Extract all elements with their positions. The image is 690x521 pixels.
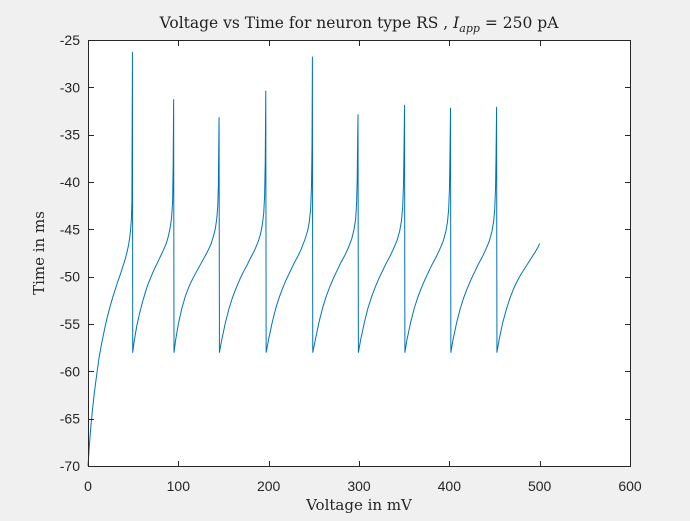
x-tick-label: 200 [257,478,281,494]
x-axis-label: Voltage in mV [305,496,413,514]
y-tick-label: -30 [60,79,80,95]
plot-layer [87,51,541,467]
x-tick-label: 0 [84,478,92,494]
y-axis-label: Time in ms [30,211,48,295]
y-tick-label: -25 [60,32,80,48]
chart-title-variable: I [452,14,460,32]
x-tick-label: 300 [347,478,371,494]
y-tick-label: -35 [60,127,80,143]
plot-area [88,40,631,467]
y-tick-label: -70 [60,458,80,474]
y-tick-label: -50 [60,269,80,285]
axes-layer: 0 100 200 300 400 500 600 -25 -30 -35 -40 -45 -50 -55… [60,32,642,494]
y-tick-label: -60 [60,363,80,379]
chart-title-prefix: Voltage vs Time for neuron type RS , [159,14,454,32]
y-tick-label: -55 [60,316,80,332]
chart-title-subscript: app [459,22,480,35]
y-tick-label: -40 [60,174,80,190]
x-tick-label: 500 [528,478,552,494]
x-tick-label: 400 [438,478,462,494]
chart-title-suffix: = 250 pA [480,14,559,32]
x-tick-label: 600 [618,478,642,494]
y-tick-label: -45 [60,221,80,237]
x-tick-label: 100 [167,478,191,494]
y-tick-label: -65 [60,411,80,427]
chart-title: Voltage vs Time for neuron type RS , Iap… [159,14,560,35]
series-line-0 [87,51,541,467]
